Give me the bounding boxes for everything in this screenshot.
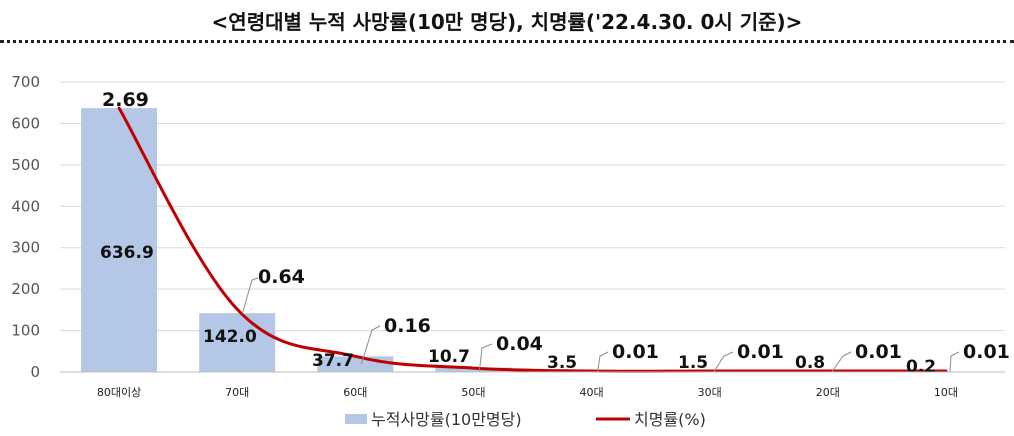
x-category-label: 60대 xyxy=(343,386,367,399)
legend-bar-swatch xyxy=(345,414,367,424)
line-data-label: 0.01 xyxy=(963,341,1010,363)
bar-data-label: 636.9 xyxy=(100,243,154,263)
y-tick-label: 600 xyxy=(11,114,40,132)
line-data-label: 0.04 xyxy=(496,333,543,355)
line-data-label: 0.16 xyxy=(384,315,431,337)
y-tick-label: 400 xyxy=(11,197,40,215)
x-category-label: 70대 xyxy=(225,386,249,399)
legend-line-label: 치명률(%) xyxy=(634,410,706,429)
bar-data-label: 37.7 xyxy=(312,351,354,371)
chart-title: <연령대별 누적 사망률(10만 명당), 치명률('22.4.30. 0시 기… xyxy=(211,10,803,34)
data-label-leader xyxy=(360,325,381,365)
x-category-label: 10대 xyxy=(934,386,958,399)
data-label-leader xyxy=(831,351,852,373)
bar-data-label: 3.5 xyxy=(547,353,577,373)
bar-data-label: 0.8 xyxy=(795,353,825,373)
y-tick-label: 200 xyxy=(11,280,40,298)
data-label-leader xyxy=(713,351,734,373)
bar xyxy=(435,367,512,372)
line-data-label: 0.01 xyxy=(855,341,902,363)
y-tick-label: 300 xyxy=(11,239,40,257)
line-data-label: 2.69 xyxy=(102,89,149,111)
y-tick-label: 0 xyxy=(30,363,40,381)
x-category-label: 40대 xyxy=(580,386,604,399)
data-label-leader xyxy=(949,351,960,373)
line-data-label: 0.64 xyxy=(258,266,305,288)
data-label-leader xyxy=(241,277,259,315)
legend-bar-label: 누적사망률(10만명당) xyxy=(371,410,522,429)
bar xyxy=(81,108,158,373)
bar-data-label: 0.2 xyxy=(906,357,936,377)
data-label-leader xyxy=(478,343,493,372)
x-category-label: 20대 xyxy=(816,386,840,399)
x-category-label: 30대 xyxy=(698,386,722,399)
x-category-label: 80대이상 xyxy=(97,386,141,399)
y-tick-label: 100 xyxy=(11,322,40,340)
bar-data-label: 1.5 xyxy=(678,353,708,373)
line-data-label: 0.01 xyxy=(612,341,659,363)
series-line-fatality-rate xyxy=(117,106,948,373)
bar-data-label: 10.7 xyxy=(428,347,470,367)
line-data-label: 0.01 xyxy=(737,341,784,363)
x-category-label: 50대 xyxy=(461,386,485,399)
y-tick-label: 500 xyxy=(11,156,40,174)
y-tick-label: 700 xyxy=(11,73,40,91)
title-divider xyxy=(0,40,1014,43)
bar xyxy=(199,313,276,372)
bar-data-label: 142.0 xyxy=(203,327,257,347)
data-label-leader xyxy=(597,351,609,373)
